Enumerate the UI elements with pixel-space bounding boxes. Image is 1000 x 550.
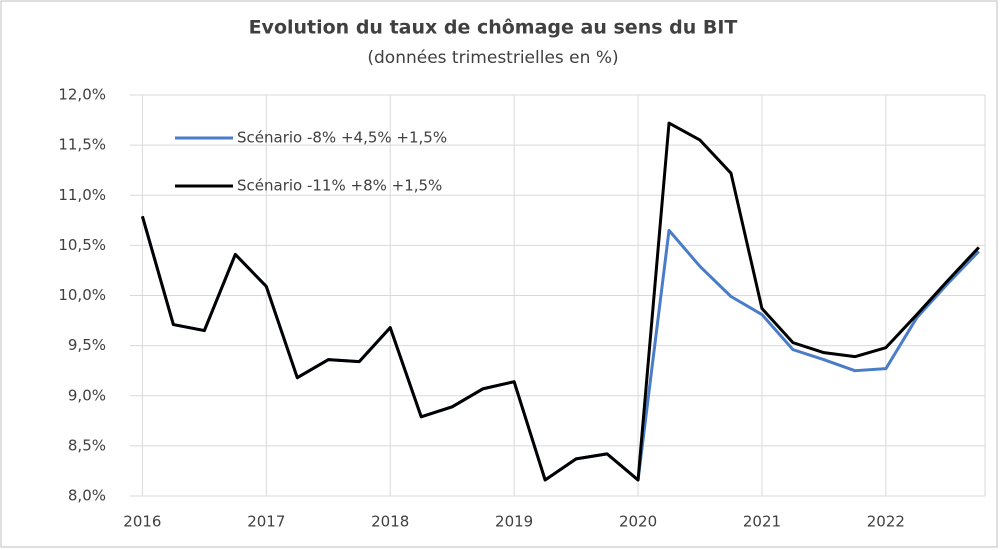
x-tick-label: 2021 xyxy=(743,513,781,531)
chart-subtitle: (données trimestrielles en %) xyxy=(367,48,618,68)
y-tick-label: 8,5% xyxy=(68,436,106,454)
x-tick-label: 2019 xyxy=(495,513,533,531)
legend-label: Scénario -8% +4,5% +1,5% xyxy=(237,129,447,147)
y-tick-label: 9,5% xyxy=(68,336,106,354)
series-line xyxy=(140,121,980,482)
y-tick-label: 11,5% xyxy=(58,136,106,154)
x-tick-label: 2020 xyxy=(619,513,657,531)
legend-label: Scénario -11% +8% +1,5% xyxy=(237,177,442,195)
y-tick-label: 8,0% xyxy=(68,487,106,505)
y-tick-label: 10,0% xyxy=(58,286,106,304)
x-tick-label: 2018 xyxy=(371,513,409,531)
y-tick-label: 12,0% xyxy=(58,86,106,104)
y-tick-label: 11,0% xyxy=(58,186,106,204)
x-tick-label: 2017 xyxy=(247,513,285,531)
chart-title: Evolution du taux de chômage au sens du … xyxy=(249,17,738,39)
x-tick-label: 2022 xyxy=(867,513,905,531)
x-tick-label: 2016 xyxy=(123,513,161,531)
y-tick-label: 10,5% xyxy=(58,236,106,254)
y-tick-label: 9,0% xyxy=(68,386,106,404)
